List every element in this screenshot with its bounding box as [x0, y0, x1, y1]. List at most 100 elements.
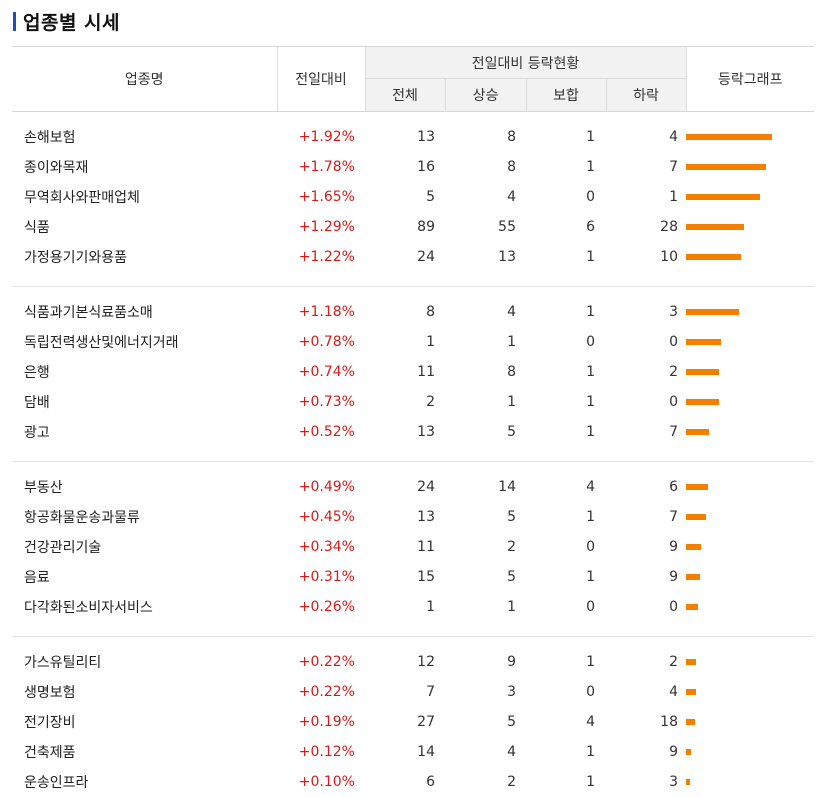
change-bar [686, 719, 695, 725]
up-count: 8 [445, 152, 526, 182]
col-header-total[interactable]: 전체 [365, 79, 445, 112]
col-header-change[interactable]: 전일대비 [277, 47, 365, 112]
up-count: 3 [445, 677, 526, 707]
down-count: 9 [606, 532, 686, 562]
col-header-name[interactable]: 업종명 [12, 47, 277, 112]
total-count: 2 [365, 387, 445, 417]
down-count: 9 [606, 562, 686, 592]
up-count: 8 [445, 122, 526, 152]
change-rate: +0.78% [277, 327, 365, 357]
change-graph [686, 472, 814, 502]
change-rate: +0.74% [277, 357, 365, 387]
col-header-graph: 등락그래프 [686, 47, 814, 112]
down-count: 9 [606, 737, 686, 767]
sector-name-link[interactable]: 부동산 [12, 472, 277, 502]
sector-name-link[interactable]: 항공화물운송과물류 [12, 502, 277, 532]
sector-name-link[interactable]: 식품과기본식료품소매 [12, 297, 277, 327]
change-rate: +0.10% [277, 767, 365, 797]
flat-count: 4 [526, 707, 606, 737]
col-header-up[interactable]: 상승 [445, 79, 526, 112]
total-count: 24 [365, 242, 445, 272]
change-bar [686, 689, 696, 695]
change-rate: +0.45% [277, 502, 365, 532]
col-header-down[interactable]: 하락 [606, 79, 686, 112]
flat-count: 1 [526, 647, 606, 677]
sector-table: 업종명 전일대비 전일대비 등락현황 등락그래프 전체 상승 보합 하락 손해보… [12, 46, 814, 797]
sector-name-link[interactable]: 손해보험 [12, 122, 277, 152]
sector-name-link[interactable]: 독립전력생산및에너지거래 [12, 327, 277, 357]
change-bar [686, 339, 721, 345]
change-bar [686, 164, 766, 170]
down-count: 3 [606, 297, 686, 327]
flat-count: 0 [526, 327, 606, 357]
change-graph [686, 182, 814, 212]
sector-name-link[interactable]: 식품 [12, 212, 277, 242]
down-count: 2 [606, 357, 686, 387]
flat-count: 1 [526, 387, 606, 417]
down-count: 18 [606, 707, 686, 737]
sector-name-link[interactable]: 다각화된소비자서비스 [12, 592, 277, 622]
total-count: 7 [365, 677, 445, 707]
change-graph [686, 677, 814, 707]
up-count: 4 [445, 297, 526, 327]
change-rate: +1.65% [277, 182, 365, 212]
up-count: 14 [445, 472, 526, 502]
down-count: 1 [606, 182, 686, 212]
sector-name-link[interactable]: 은행 [12, 357, 277, 387]
sector-name-link[interactable]: 음료 [12, 562, 277, 592]
change-rate: +0.26% [277, 592, 365, 622]
down-count: 7 [606, 152, 686, 182]
change-graph [686, 327, 814, 357]
down-count: 2 [606, 647, 686, 677]
change-graph [686, 242, 814, 272]
sector-name-link[interactable]: 종이와목재 [12, 152, 277, 182]
total-count: 11 [365, 357, 445, 387]
title-marker [13, 12, 16, 31]
change-rate: +1.18% [277, 297, 365, 327]
sector-name-link[interactable]: 건강관리기술 [12, 532, 277, 562]
sector-name-link[interactable]: 가정용기기와용품 [12, 242, 277, 272]
up-count: 5 [445, 562, 526, 592]
flat-count: 1 [526, 767, 606, 797]
sector-name-link[interactable]: 건축제품 [12, 737, 277, 767]
col-header-flat[interactable]: 보합 [526, 79, 606, 112]
up-count: 55 [445, 212, 526, 242]
flat-count: 1 [526, 502, 606, 532]
sector-name-link[interactable]: 무역회사와판매업체 [12, 182, 277, 212]
sector-name-link[interactable]: 담배 [12, 387, 277, 417]
sector-name-link[interactable]: 전기장비 [12, 707, 277, 737]
total-count: 6 [365, 767, 445, 797]
up-count: 5 [445, 502, 526, 532]
change-graph [686, 212, 814, 242]
change-rate: +0.73% [277, 387, 365, 417]
sector-name-link[interactable]: 가스유틸리티 [12, 647, 277, 677]
sector-name-link[interactable]: 생명보험 [12, 677, 277, 707]
sector-name-link[interactable]: 운송인프라 [12, 767, 277, 797]
sector-name-link[interactable]: 광고 [12, 417, 277, 447]
change-graph [686, 562, 814, 592]
change-rate: +0.19% [277, 707, 365, 737]
total-count: 1 [365, 592, 445, 622]
change-bar [686, 544, 701, 550]
change-bar [686, 514, 706, 520]
change-rate: +1.29% [277, 212, 365, 242]
change-bar [686, 749, 691, 755]
change-graph [686, 707, 814, 737]
up-count: 8 [445, 357, 526, 387]
down-count: 28 [606, 212, 686, 242]
flat-count: 1 [526, 242, 606, 272]
change-bar [686, 484, 708, 490]
